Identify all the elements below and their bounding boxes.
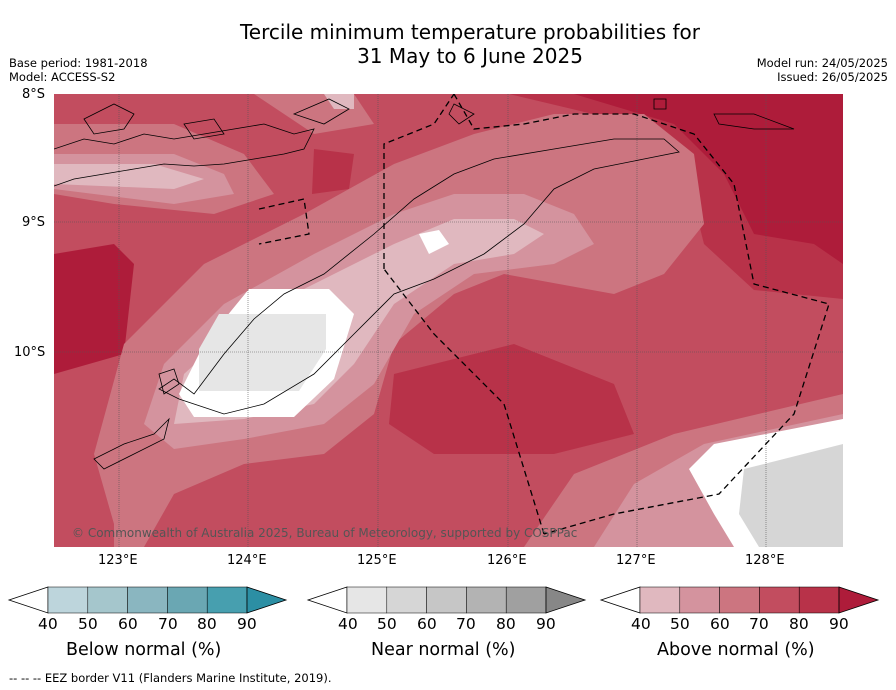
lon-label: 125°E — [357, 553, 397, 568]
scale-tick: 90 — [536, 615, 556, 633]
scale-tick: 70 — [456, 615, 476, 633]
zone-90-ne — [574, 94, 843, 264]
zone-90-west — [54, 244, 134, 374]
lat-label: 8°S — [22, 87, 46, 102]
model-name: Model: ACCESS-S2 — [9, 70, 116, 84]
zone-40-50-nw — [54, 164, 204, 189]
zone-near-normal-40-50 — [199, 314, 326, 391]
colorbar-under-triangle — [306, 586, 348, 614]
scale-tick: 40 — [338, 615, 358, 633]
lon-label: 126°E — [487, 553, 527, 568]
colorbar-over-triangle — [545, 586, 587, 614]
lon-label: 128°E — [745, 553, 785, 568]
model-run: Model run: 24/05/2025 — [756, 56, 888, 70]
zone-40-50-top — [324, 94, 354, 109]
lat-label: 10°S — [14, 345, 46, 360]
map-title: Tercile minimum temperature probabilitie… — [0, 20, 896, 68]
scale-tick: 80 — [789, 615, 809, 633]
scale-tick: 60 — [417, 615, 437, 633]
colorbar-under-triangle — [7, 586, 49, 614]
scale-tick: 60 — [710, 615, 730, 633]
title-line-2: 31 May to 6 June 2025 — [357, 44, 583, 68]
model-info: Base period: 1981-2018 Model: ACCESS-S2 — [9, 56, 148, 84]
colorbar-segment — [426, 586, 467, 614]
colorbar-segment — [386, 586, 427, 614]
lon-label: 123°E — [98, 553, 138, 568]
below-normal-label: Below normal (%) — [66, 640, 222, 660]
scale-tick: 90 — [829, 615, 849, 633]
scale-tick: 60 — [118, 615, 138, 633]
zone-80-90-north — [312, 149, 354, 194]
zone-80-90-south — [389, 344, 634, 454]
copyright-notice: © Commonwealth of Australia 2025, Bureau… — [72, 526, 578, 540]
scale-tick: 70 — [749, 615, 769, 633]
scale-tick: 80 — [197, 615, 217, 633]
base-period: Base period: 1981-2018 — [9, 56, 148, 70]
colorbar-segment — [679, 586, 720, 614]
run-info: Model run: 24/05/2025 Issued: 26/05/2025 — [757, 56, 888, 84]
scale-tick: 70 — [158, 615, 178, 633]
scale-tick: 90 — [237, 615, 257, 633]
scale-tick: 80 — [496, 615, 516, 633]
colorbar-segment — [759, 586, 800, 614]
colorbar-segment — [346, 586, 388, 614]
colorbar-over-triangle — [246, 586, 288, 614]
scale-tick: 50 — [670, 615, 690, 633]
colorbar-segment — [206, 586, 248, 614]
lat-label: 9°S — [22, 215, 46, 230]
eez-border — [258, 94, 830, 535]
scale-tick: 40 — [631, 615, 651, 633]
scale-tick: 50 — [78, 615, 98, 633]
scale-tick: 40 — [38, 615, 58, 633]
colorbar-segment — [719, 586, 760, 614]
colorbar-segment — [639, 586, 681, 614]
colorbar-under-triangle — [599, 586, 641, 614]
above-normal-label: Above normal (%) — [657, 640, 815, 660]
issued-date: Issued: 26/05/2025 — [777, 70, 888, 84]
colorbar-segment — [127, 586, 168, 614]
colorbar-segment — [466, 586, 507, 614]
zone-white-center — [419, 230, 449, 254]
scale-tick: 50 — [377, 615, 397, 633]
near-normal-label: Near normal (%) — [371, 640, 516, 660]
zone-near-normal-50-60-se — [739, 444, 843, 547]
colorbar-segment — [798, 586, 840, 614]
eez-footnote: -- -- -- EEZ border V11 (Flanders Marine… — [9, 671, 332, 685]
title-line-1: Tercile minimum temperature probabilitie… — [239, 20, 701, 44]
colorbar-segment — [167, 586, 208, 614]
colorbar-over-triangle — [838, 586, 880, 614]
coastlines — [54, 98, 795, 470]
graticule — [54, 94, 843, 547]
probability-map — [54, 94, 843, 547]
legend-colorbars — [7, 586, 880, 614]
colorbar-segment — [47, 586, 89, 614]
lon-label: 127°E — [616, 553, 656, 568]
colorbar-segment — [87, 586, 128, 614]
lon-label: 124°E — [227, 553, 267, 568]
colorbar-segment — [505, 586, 547, 614]
